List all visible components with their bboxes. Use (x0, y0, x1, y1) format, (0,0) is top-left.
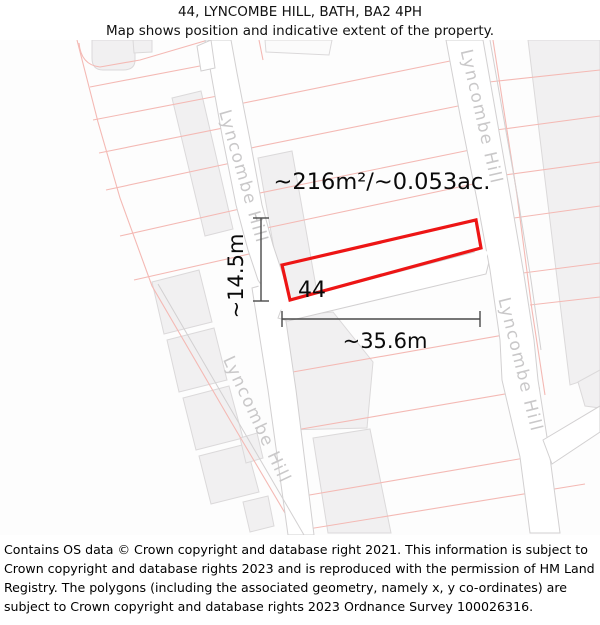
building (182, 385, 244, 451)
road-extra-casing (489, 39, 542, 351)
building (198, 443, 260, 505)
area-label: ~216m²/~0.053ac. (274, 169, 491, 195)
height-dimension-label: ~14.5m (224, 234, 248, 319)
road-hook (196, 39, 216, 72)
property-map: Lyncombe Hill Lyncombe Hill Lyncombe Hil… (0, 39, 600, 536)
width-dimension-line (281, 311, 481, 327)
page-subtitle: Map shows position and indicative extent… (105, 23, 495, 39)
building (132, 39, 153, 54)
building (312, 428, 392, 534)
dimensions (253, 217, 481, 327)
property-outline (280, 218, 483, 302)
road-junction-blob (258, 278, 294, 314)
map-header: 44, LYNCOMBE HILL, BATH, BA2 4PH Map sho… (0, 0, 600, 40)
plot-number-label: 44 (298, 278, 326, 303)
width-dimension-label: ~35.6m (343, 329, 428, 353)
building (151, 269, 213, 335)
copyright-notice: Contains OS data © Crown copyright and d… (0, 540, 600, 616)
road-lyncombe-hill-right (445, 39, 561, 534)
parcel-lines (76, 39, 600, 536)
roads (157, 39, 600, 536)
road-branch-east (542, 405, 600, 465)
map-canvas: Lyncombe Hill Lyncombe Hill Lyncombe Hil… (76, 39, 600, 536)
building (264, 39, 333, 56)
building (91, 39, 136, 71)
road-junction-blob (472, 246, 488, 268)
building (171, 90, 234, 237)
page-title: 44, LYNCOMBE HILL, BATH, BA2 4PH (177, 4, 423, 20)
building (166, 327, 228, 393)
road-casing-diagonal-west (157, 283, 305, 536)
height-dimension-line (253, 217, 269, 302)
building (577, 369, 600, 409)
building (242, 495, 275, 533)
